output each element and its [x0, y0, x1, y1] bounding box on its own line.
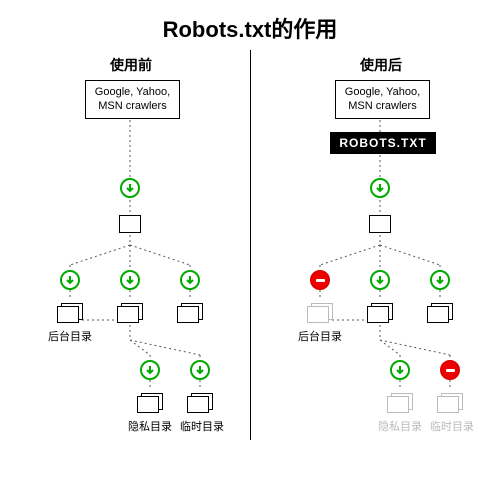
allow-marker: [430, 270, 450, 290]
allow-marker: [140, 360, 160, 380]
child-page: [367, 303, 391, 321]
grandchild-page: [137, 393, 161, 411]
root-page-right: [367, 215, 391, 233]
grandchild-page: [187, 393, 211, 411]
child-page: [427, 303, 451, 321]
subtitle-after: 使用后: [360, 55, 402, 75]
child-page: [57, 303, 81, 321]
allow-marker: [60, 270, 80, 290]
allow-marker: [120, 270, 140, 290]
child-page: [177, 303, 201, 321]
subtitle-before: 使用前: [110, 55, 152, 75]
label-backend-left: 后台目录: [48, 328, 92, 344]
blocked-page: [307, 303, 331, 321]
crawlers-box-right: Google, Yahoo,MSN crawlers: [335, 80, 430, 119]
allow-marker: [370, 178, 390, 198]
label-backend-right: 后台目录: [298, 328, 342, 344]
blocked-page: [437, 393, 461, 411]
robots-txt-box: ROBOTS.TXT: [330, 132, 436, 154]
child-page: [117, 303, 141, 321]
label-temp-right: 临时目录: [430, 418, 474, 434]
blocked-page: [387, 393, 411, 411]
allow-marker: [180, 270, 200, 290]
deny-marker: [440, 360, 460, 380]
crawlers-box-left: Google, Yahoo,MSN crawlers: [85, 80, 180, 119]
allow-marker: [190, 360, 210, 380]
deny-marker: [310, 270, 330, 290]
allow-marker: [120, 178, 140, 198]
label-privacy-right: 隐私目录: [378, 418, 422, 434]
main-title: Robots.txt的作用: [0, 0, 500, 44]
allow-marker: [370, 270, 390, 290]
label-privacy-left: 隐私目录: [128, 418, 172, 434]
root-page-left: [117, 215, 141, 233]
center-divider: [250, 50, 251, 440]
label-temp-left: 临时目录: [180, 418, 224, 434]
allow-marker: [390, 360, 410, 380]
